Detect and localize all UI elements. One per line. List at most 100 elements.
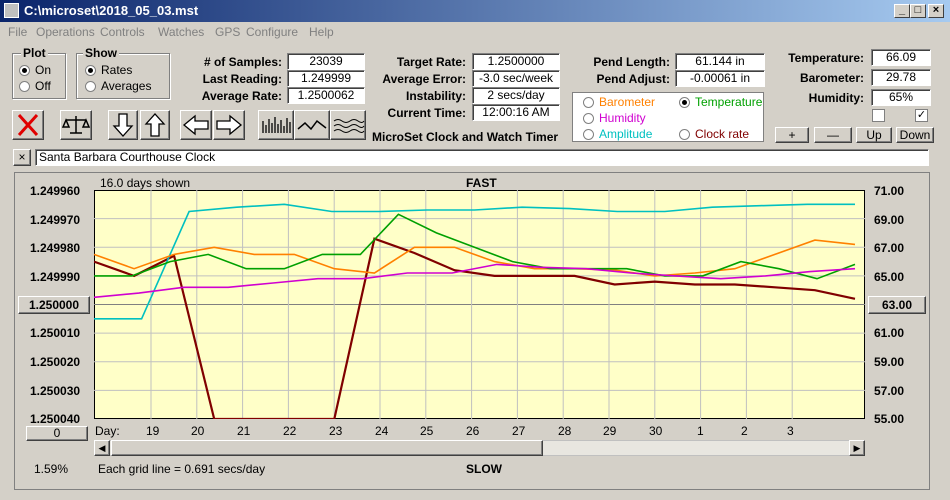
scroll-right-arrow[interactable]: ▶	[849, 440, 865, 456]
show-averages-label: Averages	[101, 79, 152, 93]
day-tick-27: 27	[512, 424, 526, 438]
show-averages-radio[interactable]	[85, 81, 96, 92]
scroll-down-button[interactable]	[108, 110, 138, 140]
day-tick-1: 1	[697, 424, 704, 438]
plot-group: Plot On Off	[12, 46, 66, 99]
clear-button[interactable]	[12, 110, 44, 140]
triangle-right-icon: ▶	[853, 443, 861, 453]
waves-icon	[333, 119, 365, 133]
close-window-button[interactable]: ×	[928, 4, 944, 18]
app-name-label: MicroSet Clock and Watch Timer	[372, 130, 559, 144]
barometer-field: 29.78	[871, 69, 931, 86]
menu-controls[interactable]: Controls	[100, 25, 145, 39]
day-tick-2: 2	[741, 424, 748, 438]
menu-configure[interactable]: Configure	[246, 25, 299, 39]
average-rate-label: Average Rate:	[201, 89, 282, 103]
menu-file[interactable]: File	[8, 25, 28, 39]
y-right-label-7: 55.00	[874, 412, 905, 426]
wave-icon	[297, 119, 327, 131]
grid-note-label: Each grid line = 0.691 secs/day	[98, 462, 266, 476]
humidity-field: 65%	[871, 89, 931, 106]
menu-watches[interactable]: Watches	[158, 25, 205, 39]
y-right-label-5: 59.00	[874, 355, 905, 369]
day-tick-29: 29	[603, 424, 617, 438]
checkbox-right[interactable]: ✓	[915, 109, 928, 122]
red-x-icon	[17, 113, 39, 137]
minimize-button[interactable]: _	[894, 4, 910, 18]
scale-icon	[61, 116, 91, 134]
day-tick-24: 24	[375, 424, 389, 438]
down-button[interactable]: Down	[896, 127, 934, 143]
instability-label: Instability:	[405, 89, 466, 103]
grid-lines	[94, 190, 865, 419]
horizontal-scrollbar[interactable]: ◀ ▶	[94, 440, 865, 456]
minus-button[interactable]: —	[814, 127, 852, 143]
y-left-label-1: 1.249970	[30, 213, 81, 227]
checkbox-left[interactable]	[872, 109, 885, 122]
app-icon	[4, 3, 19, 18]
humidity-label: Humidity:	[808, 91, 864, 105]
pend-length-label: Pend Length:	[593, 55, 670, 69]
smooth-view-button[interactable]	[330, 110, 366, 140]
y-right-label-6: 57.00	[874, 384, 905, 398]
scrollbar-thumb[interactable]	[111, 440, 543, 456]
right-center-button[interactable]: 63.00	[868, 296, 926, 314]
y-right-label-2: 67.00	[874, 241, 905, 255]
menu-help[interactable]: Help	[309, 25, 334, 39]
sensor-select-box: Barometer Temperature Humidity Amplitude…	[572, 92, 764, 142]
day-tick-19: 19	[146, 424, 160, 438]
balance-button[interactable]	[60, 110, 92, 140]
y-right-label-3: 65.00	[874, 270, 905, 284]
close-icon: ×	[18, 150, 26, 164]
scroll-left-arrow[interactable]: ◀	[94, 440, 110, 456]
chart-svg	[94, 190, 865, 419]
title-bar: C:\microset\2018_05_03.mst _ □ ×	[0, 0, 950, 22]
average-rate-field: 1.2500062	[287, 87, 365, 104]
plot-on-radio[interactable]	[19, 65, 30, 76]
plus-button[interactable]: +	[775, 127, 809, 143]
menu-gps[interactable]: GPS	[215, 25, 241, 39]
y-right-label-4: 61.00	[874, 326, 905, 340]
offset-button[interactable]: 0	[26, 426, 88, 441]
humidity-radio[interactable]	[583, 113, 594, 124]
up-button[interactable]: Up	[856, 127, 892, 143]
day-tick-26: 26	[466, 424, 480, 438]
show-group-title: Show	[83, 46, 119, 60]
line-view-button[interactable]	[294, 110, 330, 140]
clock-rate-radio[interactable]	[679, 129, 690, 140]
center-value-button[interactable]: 1.250000	[18, 296, 90, 314]
zoom-label: 1.59%	[34, 462, 69, 476]
bar-view-button[interactable]	[258, 110, 294, 140]
y-left-label-0: 1.249960	[30, 184, 81, 198]
plot-group-title: Plot	[21, 46, 48, 60]
temperature-radio[interactable]	[679, 97, 690, 108]
window-title: C:\microset\2018_05_03.mst	[24, 3, 199, 18]
menu-operations[interactable]: Operations	[36, 25, 95, 39]
average-error-field: -3.0 sec/week	[472, 70, 560, 87]
clock-rate-option: Clock rate	[695, 127, 750, 141]
scroll-up-button[interactable]	[140, 110, 170, 140]
barometer-radio[interactable]	[583, 97, 594, 108]
plot-on-label: On	[35, 63, 52, 77]
samples-field: 23039	[287, 53, 365, 70]
last-reading-label: Last Reading:	[202, 72, 282, 86]
target-rate-label: Target Rate:	[396, 55, 466, 69]
samples-label: # of Samples:	[203, 55, 282, 69]
plot-off-radio[interactable]	[19, 81, 30, 92]
close-description-button[interactable]: ×	[13, 149, 31, 166]
menu-bar: File Operations Controls Watches GPS Con…	[0, 22, 950, 42]
temperature-option: Temperature	[695, 95, 763, 109]
maximize-button[interactable]: □	[910, 4, 926, 18]
show-rates-radio[interactable]	[85, 65, 96, 76]
scroll-left-button[interactable]	[180, 110, 212, 140]
scroll-right-button[interactable]	[213, 110, 245, 140]
show-group: Show Rates Averages	[76, 46, 170, 99]
y-left-label-2: 1.249980	[30, 241, 81, 255]
arrow-left-icon	[182, 114, 209, 136]
y-right-label-1: 69.00	[874, 213, 905, 227]
day-tick-3: 3	[787, 424, 794, 438]
description-field[interactable]: Santa Barbara Courthouse Clock	[35, 149, 929, 166]
barometer-option: Barometer	[599, 95, 656, 109]
amplitude-radio[interactable]	[583, 129, 594, 140]
series-line-4	[94, 263, 856, 299]
